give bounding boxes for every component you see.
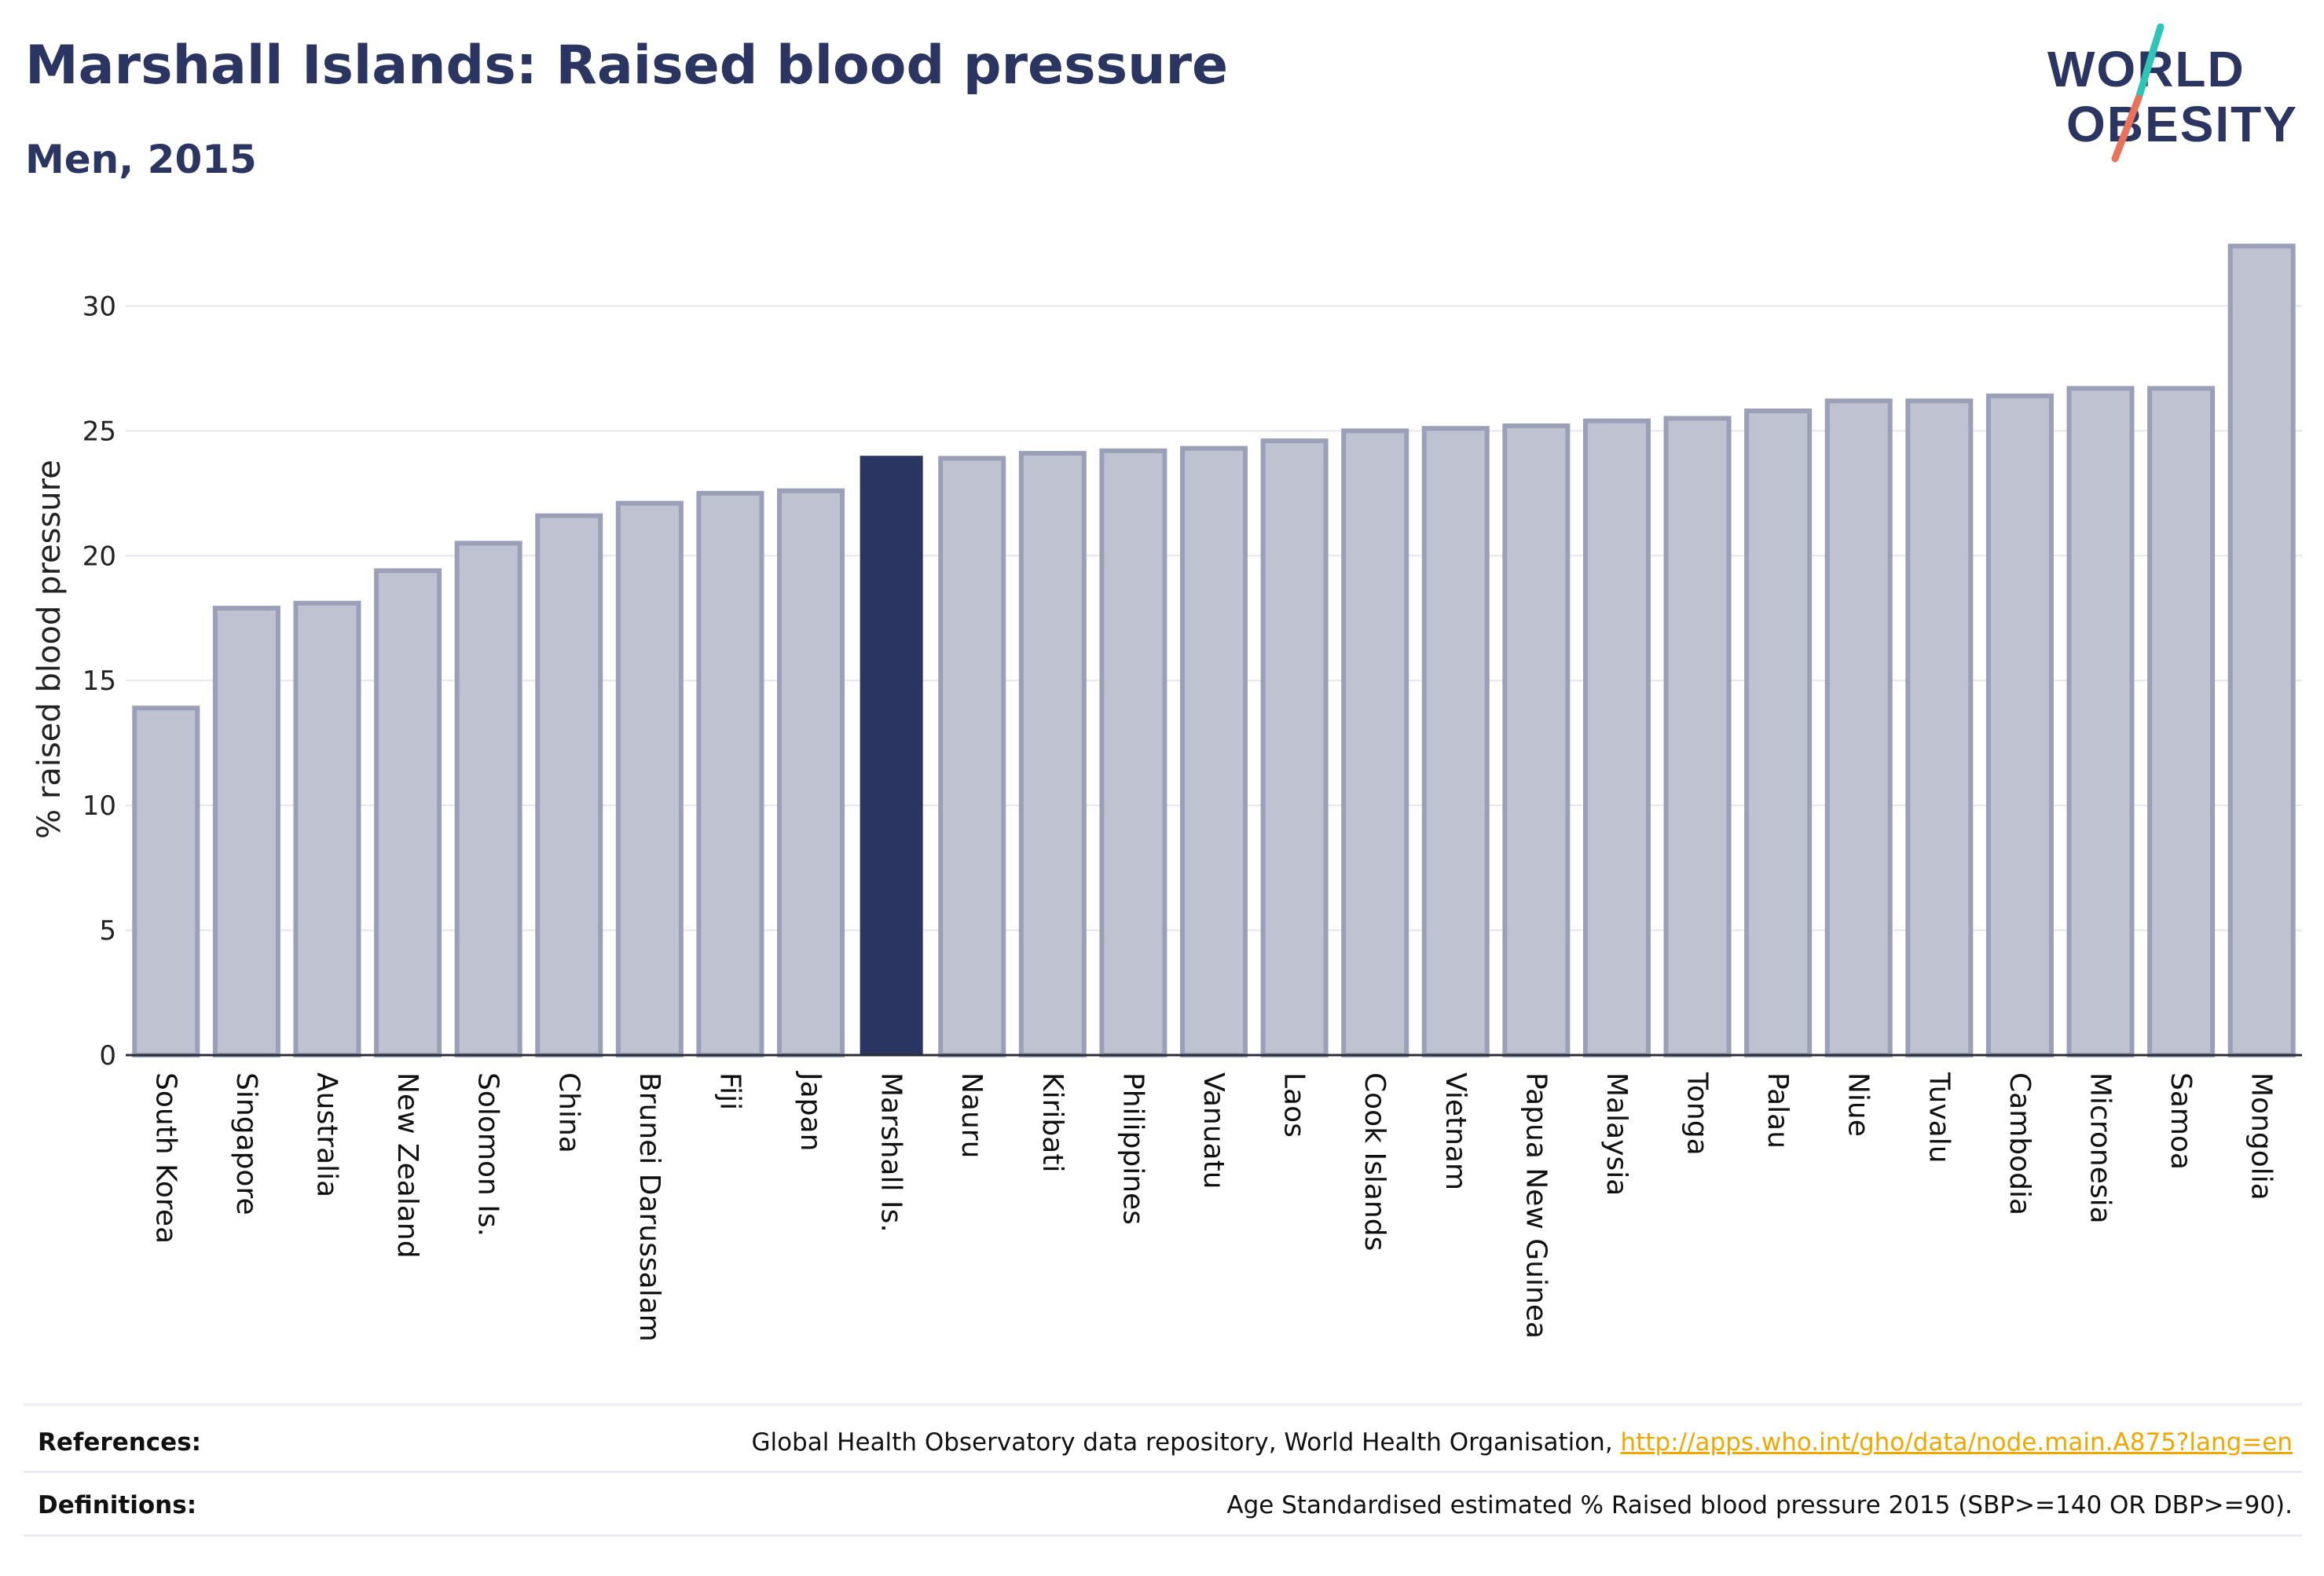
references-source: Global Health Observatory data repositor…: [751, 1428, 1621, 1457]
y-tick-label: 25: [82, 416, 116, 447]
references-label: References:: [38, 1428, 202, 1457]
x-tick-label: Tuvalu: [1923, 1072, 1955, 1164]
x-tick-label: Vietnam: [1439, 1072, 1472, 1190]
x-tick-label: Singapore: [230, 1072, 262, 1215]
bar: [615, 500, 684, 1057]
bar: [696, 490, 764, 1057]
x-tick-label: Niue: [1842, 1072, 1875, 1137]
x-tick-label: Tonga: [1681, 1072, 1714, 1156]
bar: [1341, 428, 1409, 1057]
world-obesity-logo: WORLD OBESITY: [2047, 24, 2298, 163]
x-tick-label: Nauru: [955, 1072, 988, 1158]
chart-title: Marshall Islands: Raised blood pressure: [25, 35, 1229, 97]
x-tick-label: Kiribati: [1036, 1072, 1069, 1172]
x-tick-label: Cambodia: [2003, 1072, 2036, 1215]
bar: [2147, 386, 2216, 1057]
y-tick-label: 10: [82, 790, 116, 822]
x-tick-label: Solomon Is.: [472, 1072, 504, 1237]
bar: [1824, 398, 1893, 1057]
x-tick-label: Papua New Guinea: [1519, 1072, 1552, 1339]
footer-divider: [24, 1403, 2302, 1406]
bar: [535, 513, 603, 1057]
x-tick-label: Australia: [310, 1072, 343, 1197]
y-tick-label: 15: [82, 665, 116, 697]
x-tick-label: South Korea: [149, 1072, 181, 1244]
x-tick-label: Mongolia: [2245, 1072, 2278, 1200]
x-tick-label: Palau: [1761, 1072, 1794, 1149]
bar-highlight: [860, 456, 923, 1055]
x-tick-label: Samoa: [2165, 1072, 2197, 1170]
x-tick-label: Brunei Darussalam: [633, 1072, 665, 1342]
bar: [374, 568, 442, 1057]
logo-line2: OBESITY: [2066, 96, 2298, 152]
x-tick-label: Japan: [794, 1071, 827, 1151]
chart-subtitle: Men, 2015: [25, 137, 257, 182]
x-tick-label: Laos: [1278, 1072, 1310, 1138]
x-tick-label: Malaysia: [1600, 1072, 1633, 1196]
footer-divider: [24, 1471, 2302, 1473]
bar: [1663, 416, 1732, 1057]
bar: [212, 606, 280, 1057]
definitions-text: Age Standardised estimated % Raised bloo…: [1226, 1491, 2293, 1519]
x-tick-label: Fiji: [713, 1072, 746, 1110]
bar: [1502, 423, 1571, 1057]
bar: [938, 456, 1006, 1057]
bar: [1421, 426, 1490, 1057]
x-tick-label: China: [552, 1072, 585, 1153]
y-tick-label: 0: [99, 1040, 116, 1072]
bar: [777, 488, 845, 1057]
bar: [1744, 408, 1813, 1057]
x-tick-label: Philippines: [1116, 1072, 1149, 1225]
x-tick-label: Micronesia: [2084, 1072, 2117, 1224]
y-tick-label: 20: [82, 541, 116, 572]
x-tick-label: New Zealand: [391, 1072, 423, 1259]
bar: [2066, 386, 2135, 1057]
bar: [1179, 445, 1248, 1057]
x-tick-label: Marshall Is.: [875, 1072, 907, 1233]
bar: [1260, 438, 1329, 1057]
bar: [293, 600, 361, 1057]
bar: [1018, 450, 1087, 1057]
bar: [1099, 448, 1167, 1057]
bar: [1582, 418, 1651, 1057]
bar: [1985, 393, 2054, 1057]
bar: [2227, 244, 2296, 1057]
y-tick-label: 5: [99, 915, 116, 947]
x-tick-label: Vanuatu: [1197, 1072, 1230, 1189]
bar: [132, 706, 200, 1057]
definitions-label: Definitions:: [38, 1491, 197, 1519]
logo-slash-bottom: [2111, 94, 2143, 163]
references-link[interactable]: http://apps.who.int/gho/data/node.main.A…: [1620, 1428, 2293, 1457]
y-axis-label: % raised blood pressure: [31, 460, 68, 839]
bar: [454, 541, 522, 1057]
references-text: Global Health Observatory data repositor…: [751, 1428, 2293, 1457]
footer-divider: [24, 1534, 2302, 1537]
bar-chart: 0 5 10 15 20 25 30 % raised blood pressure South…: [31, 244, 2302, 1342]
y-tick-label: 30: [82, 291, 116, 322]
logo-slash-top: [2135, 24, 2165, 102]
x-tick-label: Cook Islands: [1358, 1072, 1391, 1251]
bar: [1905, 398, 1974, 1057]
